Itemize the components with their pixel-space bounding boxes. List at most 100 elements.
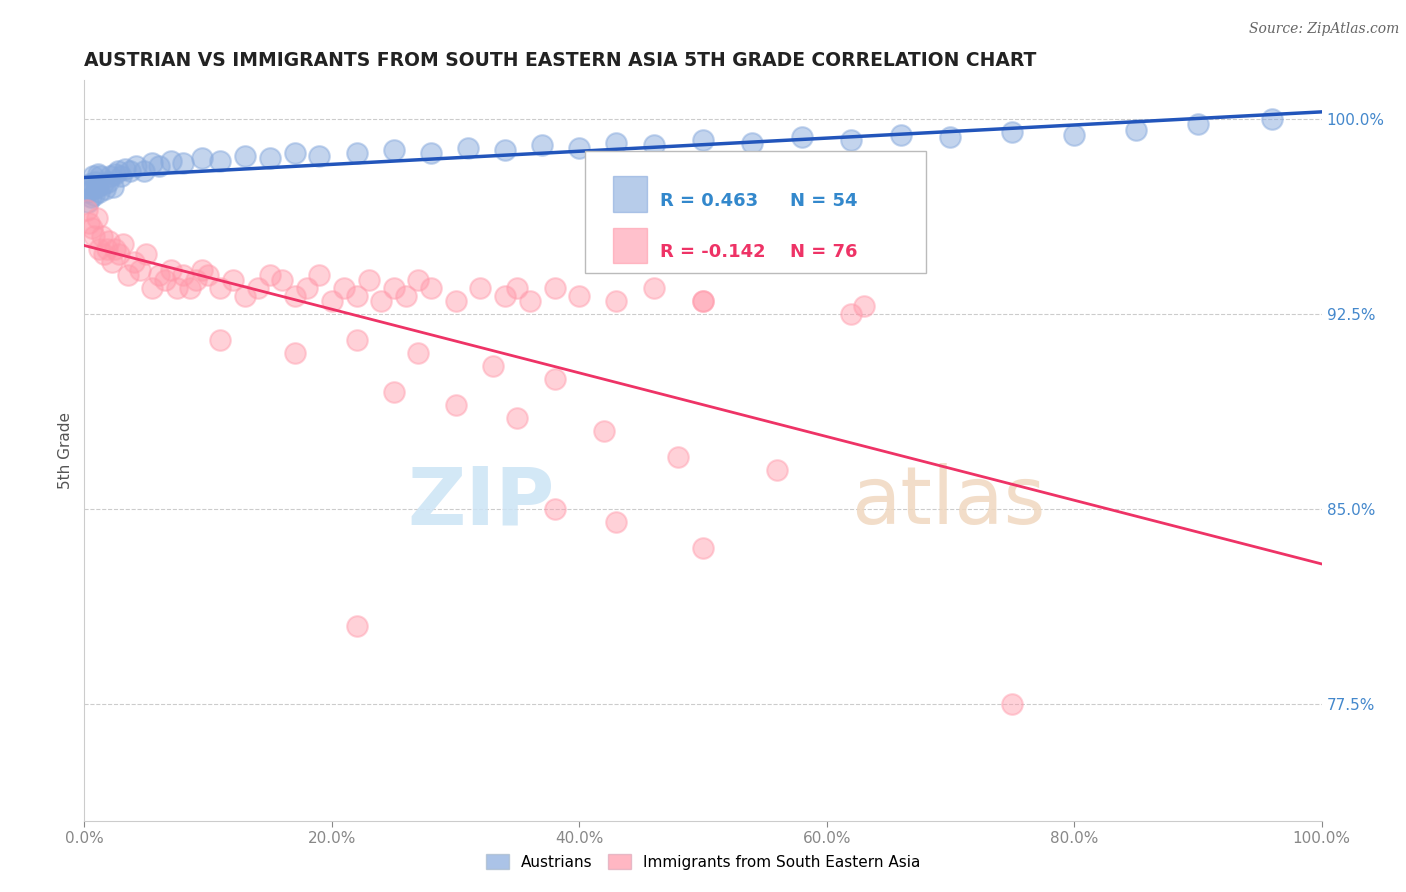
Point: [100, 255, 122, 269]
Point: [76, 185, 98, 199]
Point: [295, 281, 318, 295]
Point: [370, 294, 392, 309]
Point: [135, 247, 157, 261]
Point: [110, 169, 132, 184]
Point: [209, 153, 232, 168]
Point: [132, 164, 155, 178]
Point: [246, 281, 269, 295]
Point: [184, 273, 207, 287]
Point: [153, 273, 176, 287]
Point: [643, 138, 665, 153]
Point: [79, 216, 101, 230]
Point: [346, 289, 368, 303]
Point: [543, 281, 565, 295]
Point: [191, 151, 214, 165]
Point: [346, 146, 368, 161]
Point: [111, 236, 134, 251]
Point: [357, 273, 380, 287]
Point: [494, 144, 516, 158]
Point: [308, 148, 330, 162]
Point: [666, 450, 689, 464]
Point: [692, 541, 714, 555]
Point: [148, 159, 170, 173]
Point: [233, 289, 256, 303]
Point: [1125, 122, 1147, 136]
Point: [120, 164, 142, 178]
Point: [222, 273, 245, 287]
Point: [284, 146, 307, 161]
Text: N = 54: N = 54: [790, 192, 858, 210]
Point: [197, 268, 219, 282]
Point: [89, 242, 111, 256]
Point: [470, 281, 492, 295]
Point: [605, 136, 627, 150]
Text: N = 76: N = 76: [790, 244, 858, 261]
Point: [91, 177, 114, 191]
Point: [148, 268, 170, 282]
Point: [89, 169, 111, 184]
Y-axis label: 5th Grade: 5th Grade: [58, 412, 73, 489]
Point: [209, 281, 232, 295]
Point: [79, 177, 101, 191]
Point: [80, 182, 103, 196]
Point: [83, 187, 105, 202]
Point: [692, 294, 714, 309]
Point: [506, 411, 529, 425]
Point: [605, 515, 627, 529]
Point: [605, 294, 627, 309]
Text: R = -0.142: R = -0.142: [659, 244, 765, 261]
Point: [692, 294, 714, 309]
Point: [444, 294, 467, 309]
Point: [852, 299, 875, 313]
Point: [333, 281, 356, 295]
Point: [101, 179, 124, 194]
Point: [395, 289, 418, 303]
Point: [457, 141, 479, 155]
Point: [141, 281, 163, 295]
Point: [98, 235, 121, 249]
FancyBboxPatch shape: [613, 227, 647, 263]
Point: [86, 211, 108, 225]
Point: [259, 151, 281, 165]
Point: [86, 179, 108, 194]
Point: [741, 136, 763, 150]
Point: [83, 229, 105, 244]
Point: [841, 133, 863, 147]
Point: [419, 146, 441, 161]
Text: ZIP: ZIP: [408, 463, 554, 541]
Point: [408, 346, 430, 360]
Point: [444, 398, 467, 412]
Point: [179, 281, 201, 295]
Point: [346, 619, 368, 633]
Point: [129, 263, 152, 277]
Point: [166, 281, 188, 295]
Point: [382, 281, 405, 295]
Point: [107, 164, 129, 178]
Point: [96, 242, 118, 256]
Point: [284, 289, 307, 303]
Point: [97, 175, 120, 189]
Point: [80, 221, 103, 235]
Point: [382, 384, 405, 399]
Point: [94, 182, 117, 196]
Point: [1001, 697, 1024, 711]
Point: [125, 159, 148, 173]
Point: [382, 144, 405, 158]
Point: [841, 307, 863, 321]
Text: R = 0.463: R = 0.463: [659, 192, 758, 210]
Point: [90, 229, 112, 244]
Point: [481, 359, 503, 373]
Text: AUSTRIAN VS IMMIGRANTS FROM SOUTH EASTERN ASIA 5TH GRADE CORRELATION CHART: AUSTRIAN VS IMMIGRANTS FROM SOUTH EASTER…: [84, 52, 1036, 70]
Point: [89, 185, 111, 199]
Point: [114, 161, 136, 176]
Point: [766, 463, 789, 477]
Point: [494, 289, 516, 303]
Point: [284, 346, 307, 360]
Point: [543, 372, 565, 386]
Legend: Austrians, Immigrants from South Eastern Asia: Austrians, Immigrants from South Eastern…: [479, 847, 927, 876]
Point: [76, 203, 98, 218]
Point: [108, 247, 131, 261]
Point: [408, 273, 430, 287]
Point: [209, 333, 232, 347]
Point: [568, 289, 591, 303]
